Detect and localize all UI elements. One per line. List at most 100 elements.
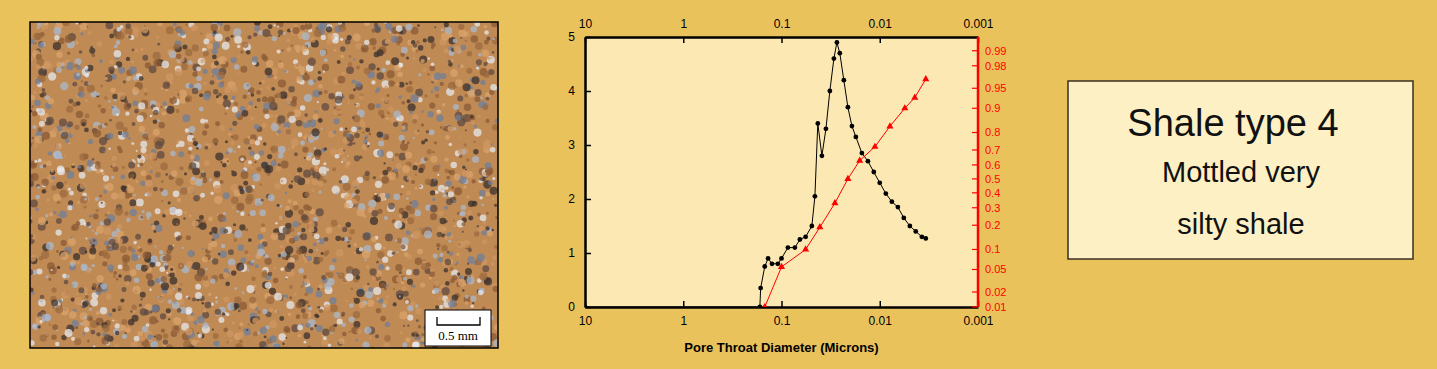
photo-grain (346, 66, 354, 74)
photo-grain (243, 138, 249, 144)
photo-grain (420, 59, 424, 63)
photo-grain (100, 307, 107, 314)
photo-grain (118, 192, 126, 200)
photo-grain (236, 263, 244, 271)
photo-grain (457, 241, 464, 248)
photo-grain (303, 170, 311, 178)
photo-grain (401, 237, 409, 245)
photo-grain (155, 172, 160, 177)
photo-grain (204, 124, 209, 129)
photo-grain (378, 264, 384, 270)
photo-grain (416, 87, 418, 89)
photo-grain (405, 82, 407, 84)
photo-grain (141, 147, 147, 153)
photo-grain (49, 212, 53, 216)
photo-grain (203, 50, 209, 56)
photo-grain (304, 94, 312, 102)
photo-grain (396, 163, 402, 169)
photo-grain (223, 192, 230, 199)
photo-grain (459, 137, 461, 139)
photo-grain (298, 334, 302, 338)
photo-grain (377, 297, 380, 300)
photo-grain (30, 163, 34, 167)
photo-grain (108, 67, 114, 73)
photo-grain (248, 105, 252, 109)
photo-grain (385, 233, 393, 241)
photo-grain (104, 241, 109, 246)
photo-grain (257, 234, 263, 240)
photo-grain (203, 81, 206, 84)
photo-grain (99, 59, 103, 63)
photo-texture (30, 22, 498, 348)
photo-grain (430, 205, 438, 213)
photo-grain (336, 192, 339, 195)
photo-grain (264, 335, 267, 338)
photo-grain (96, 41, 102, 47)
photo-grain (77, 184, 85, 192)
photo-grain (48, 151, 53, 156)
photo-grain (34, 42, 37, 45)
photo-grain (395, 82, 400, 87)
photo-grain (481, 204, 484, 207)
photo-grain (192, 297, 196, 301)
photo-grain (178, 151, 184, 157)
photo-grain (339, 180, 342, 183)
photo-grain (468, 248, 472, 252)
photo-grain (54, 35, 59, 40)
photo-grain (384, 162, 386, 164)
photo-grain (55, 305, 63, 313)
photo-grain (220, 125, 225, 130)
photo-grain (253, 33, 257, 37)
photo-grain (323, 162, 326, 165)
photo-grain (462, 231, 464, 233)
photo-grain (55, 229, 61, 235)
photo-grain (445, 135, 450, 140)
photo-grain (162, 111, 167, 116)
photo-grain (485, 162, 492, 169)
photo-grain (274, 310, 277, 313)
photo-grain (202, 171, 204, 173)
photo-grain (458, 279, 466, 287)
photo-grain (329, 326, 335, 332)
photo-grain (135, 180, 137, 182)
photo-grain (249, 101, 253, 105)
photo-grain (198, 58, 206, 66)
photo-grain (342, 227, 347, 232)
photo-grain (95, 209, 98, 212)
photo-grain (427, 149, 432, 154)
photo-grain (266, 86, 269, 89)
photo-grain (313, 79, 317, 83)
photo-grain (213, 89, 218, 94)
photo-grain (415, 304, 418, 307)
photo-grain (137, 331, 143, 337)
photo-grain (425, 178, 432, 185)
photo-grain (276, 49, 280, 53)
photo-grain (465, 129, 467, 131)
photo-grain (203, 281, 210, 288)
photo-grain (160, 266, 166, 272)
photo-grain (131, 142, 134, 145)
photo-grain (157, 151, 165, 159)
photo-grain (427, 73, 429, 75)
photo-grain (34, 160, 37, 163)
photo-grain (232, 134, 238, 140)
photo-grain (147, 334, 153, 340)
photo-grain (153, 52, 161, 60)
photo-grain (145, 106, 148, 109)
photo-grain (126, 57, 130, 61)
photo-grain (65, 329, 73, 337)
photo-grain (415, 174, 417, 176)
photo-grain (301, 285, 304, 288)
photo-grain (436, 114, 443, 121)
photo-grain (103, 175, 109, 181)
photo-grain (89, 308, 92, 311)
photo-grain (416, 40, 420, 44)
photo-grain (171, 96, 173, 98)
photo-grain (285, 192, 288, 195)
photo-grain (107, 211, 111, 215)
photo-grain (352, 116, 355, 119)
photo-grain (67, 171, 75, 179)
photo-grain (485, 97, 489, 101)
photo-grain (454, 187, 462, 195)
photo-grain (212, 258, 218, 264)
